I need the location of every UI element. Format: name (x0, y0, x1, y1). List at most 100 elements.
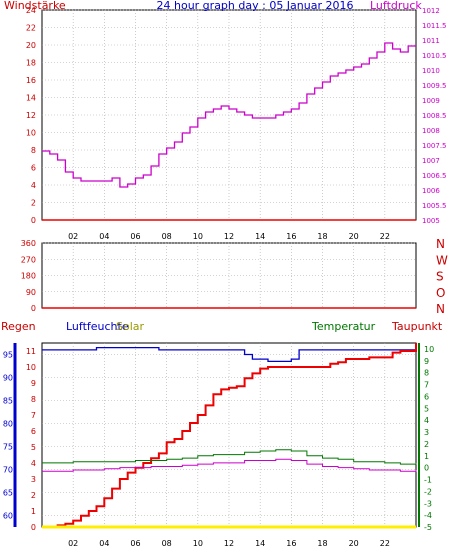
chart3-rain-tick-label: 2 (31, 491, 36, 500)
chart1-right-tick-label: 1005 (422, 217, 440, 225)
chart1-right-tick-label: 1008.5 (422, 112, 447, 120)
chart1-right-tick-label: 1007.5 (422, 142, 447, 150)
chart1-x-tick-label: 18 (317, 232, 327, 241)
chart1-x-tick-label: 20 (349, 232, 359, 241)
chart2-direction-label: N (436, 302, 445, 316)
chart3-humidity-tick-label: 75 (3, 443, 13, 452)
chart2-left-tick-label: 0 (31, 304, 36, 313)
chart3-rain-tick-label: 11 (26, 347, 36, 356)
chart3-temperature-tick-label: 4 (424, 416, 429, 425)
chart1-left-tick-label: 14 (26, 94, 36, 103)
chart1-left-tick-label: 24 (26, 6, 36, 15)
dewpoint-line (42, 458, 417, 472)
chart3-x-tick-label: 06 (130, 539, 140, 548)
chart1-left-tick-label: 18 (26, 59, 36, 68)
chart1-left-tick-label: 22 (26, 24, 36, 33)
chart1-right-tick-label: 1006 (422, 187, 440, 195)
chart1-x-tick-label: 14 (255, 232, 265, 241)
chart3-x-tick-label: 20 (349, 539, 359, 548)
chart3-x-tick-label: 18 (317, 539, 327, 548)
chart2-left-tick-label: 180 (21, 272, 36, 281)
chart3-humidity-tick-label: 80 (3, 420, 13, 429)
humidity-line (42, 346, 416, 363)
legend-solar: Solar (116, 320, 145, 333)
chart1-right-tick-label: 1009.5 (422, 82, 447, 90)
chart1-x-tick-label: 10 (193, 232, 203, 241)
chart1-x-tick-label: 04 (99, 232, 109, 241)
chart3-x-tick-label: 16 (286, 539, 296, 548)
chart1-x-tick-label: 06 (130, 232, 140, 241)
chart1-x-tick-label: 22 (380, 232, 390, 241)
chart3-temperature-tick-label: 6 (424, 392, 429, 401)
chart3-temperature-tick-label: 2 (424, 440, 429, 449)
chart3-rain-tick-label: 7 (31, 411, 36, 420)
chart3-x-tick-label: 04 (99, 539, 109, 548)
chart1-x-tick-label: 02 (68, 232, 78, 241)
chart2-left-tick-label: 360 (21, 239, 36, 248)
rain-line (42, 343, 417, 528)
chart1-left-axis-label: Windstärke (4, 0, 66, 12)
chart3-x-tick-label: 14 (255, 539, 265, 548)
chart3-temperature-tick-label: -5 (424, 523, 432, 532)
chart1-right-tick-label: 1012 (422, 7, 440, 15)
chart3-rain-tick-label: 5 (31, 443, 36, 452)
chart1-x-tick-label: 16 (286, 232, 296, 241)
chart1-right-tick-label: 1010.5 (422, 52, 447, 60)
chart2-direction-label: O (436, 286, 445, 300)
chart3-humidity-tick-label: 95 (3, 351, 13, 360)
chart2-direction-label: W (436, 253, 448, 267)
chart1-right-tick-label: 1008 (422, 127, 440, 135)
chart3-rain-tick-label: 8 (31, 395, 36, 404)
chart1-left-tick-label: 16 (26, 76, 36, 85)
chart3-x-tick-label: 02 (68, 539, 78, 548)
chart3-rain-tick-label: 4 (31, 459, 36, 468)
chart3-rain-tick-label: 9 (31, 379, 36, 388)
chart1-left-tick-label: 0 (31, 216, 36, 225)
chart3-x-tick-label: 08 (162, 539, 172, 548)
chart1-right-tick-label: 1009 (422, 97, 440, 105)
chart1-right-tick-label: 1010 (422, 67, 440, 75)
chart3-x-tick-label: 22 (380, 539, 390, 548)
chart1-right-tick-label: 1006.5 (422, 172, 447, 180)
chart3-humidity-tick-label: 65 (3, 489, 13, 498)
chart2-direction-label: S (436, 270, 444, 284)
chart3-temperature-tick-label: -3 (424, 499, 432, 508)
chart3-temperature-tick-label: -1 (424, 476, 432, 485)
chart1-x-tick-label: 08 (162, 232, 172, 241)
chart1-x-tick-label: 12 (224, 232, 234, 241)
chart3-temperature-tick-label: 1 (424, 452, 429, 461)
chart2-direction-label: N (436, 237, 445, 251)
chart1-left-tick-label: 4 (31, 181, 36, 190)
chart3-x-tick-label: 12 (224, 539, 234, 548)
chart3-temperature-tick-label: 0 (424, 464, 429, 473)
chart3-humidity-tick-label: 90 (3, 374, 13, 383)
chart1-right-axis-label: Luftdruck (370, 0, 422, 12)
chart1-left-tick-label: 6 (31, 164, 36, 173)
legend-luftfeuchte: Luftfeuchte (66, 320, 129, 333)
chart1-left-tick-label: 20 (26, 41, 36, 50)
chart1-left-tick-label: 2 (31, 199, 36, 208)
chart3-temperature-tick-label: 10 (424, 345, 434, 354)
chart1-right-tick-label: 1007 (422, 157, 440, 165)
chart3-temperature-tick-label: 7 (424, 381, 429, 390)
chart2-left-tick-label: 90 (26, 288, 36, 297)
chart3-humidity-tick-label: 85 (3, 397, 13, 406)
chart3-temperature-tick-label: -4 (424, 511, 432, 520)
legend-taupunkt: Taupunkt (391, 320, 443, 333)
chart3-rain-tick-label: 6 (31, 427, 36, 436)
chart3-temperature-tick-label: 8 (424, 369, 429, 378)
chart3-temperature-tick-label: 3 (424, 428, 429, 437)
legend-regen: Regen (1, 320, 36, 333)
chart1-right-tick-label: 1011 (422, 37, 440, 45)
chart3-temperature-tick-label: -2 (424, 487, 432, 496)
chart1-left-tick-label: 8 (31, 146, 36, 155)
legend-temperatur: Temperatur (311, 320, 376, 333)
chart3-rain-tick-label: 10 (26, 363, 36, 372)
chart3-humidity-tick-label: 60 (3, 512, 13, 521)
chart1-left-tick-label: 12 (26, 111, 36, 120)
chart1-title: 24 hour graph day : 05 Januar 2016 (157, 0, 354, 12)
chart3-x-tick-label: 10 (193, 539, 203, 548)
chart1-left-tick-label: 10 (26, 129, 36, 138)
